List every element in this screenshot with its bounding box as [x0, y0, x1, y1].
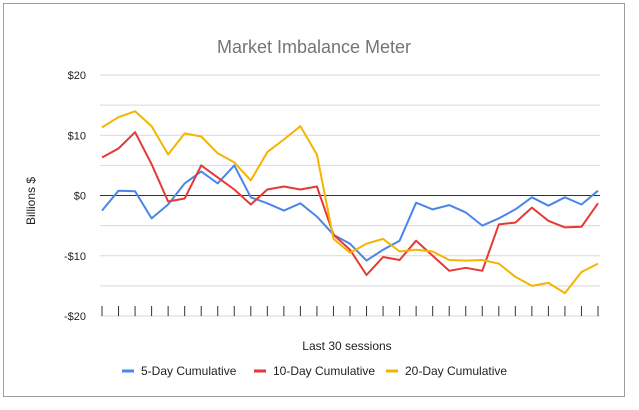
- legend-label: 20-Day Cumulative: [405, 364, 507, 378]
- y-tick-label: $10: [68, 130, 86, 142]
- y-tick-label: $20: [68, 70, 86, 82]
- series-line-20-day: [101, 110, 599, 295]
- series-line-10-day: [101, 131, 599, 276]
- legend-label: 10-Day Cumulative: [273, 364, 375, 378]
- y-tick-label: -$10: [64, 251, 86, 263]
- line-chart: Market Imbalance Meter $20$10$0-$10-$20 …: [24, 37, 600, 378]
- series-line-5-day: [101, 164, 599, 262]
- legend-label: 5-Day Cumulative: [141, 364, 237, 378]
- chart-frame: Market Imbalance Meter $20 $10 $0 -$10 -$20 …: [3, 3, 625, 397]
- x-tick-marks: [101, 306, 599, 316]
- y-tick-label: $0: [74, 191, 86, 203]
- y-axis-label: Billions $: [24, 177, 38, 225]
- y-tick-labels: $20 $10 $0 -$10 -$20: [64, 70, 86, 323]
- legend: 5-Day Cumulative 10-Day Cumulative 20-Day …: [122, 364, 507, 378]
- chart-title: Market Imbalance Meter: [217, 37, 411, 57]
- y-tick-label: -$20: [64, 311, 86, 323]
- x-axis-label: Last 30 sessions: [302, 339, 391, 353]
- series-lines: [101, 110, 599, 295]
